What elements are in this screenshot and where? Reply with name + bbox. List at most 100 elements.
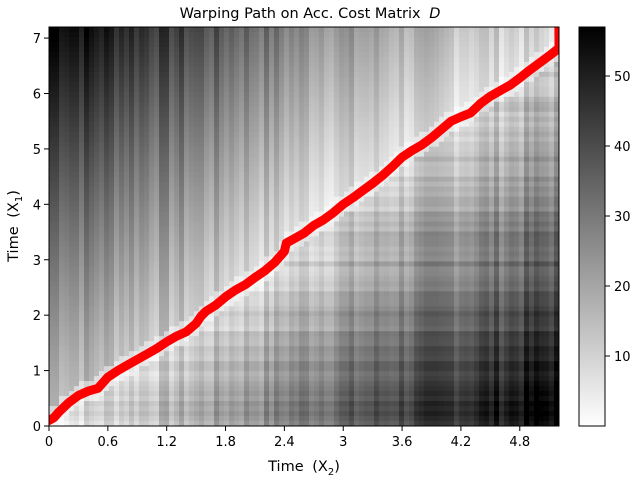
heatmap-cell	[379, 126, 385, 133]
heatmap-cell	[274, 56, 280, 63]
heatmap-cell	[154, 136, 160, 143]
heatmap-cell	[534, 211, 540, 218]
heatmap-cell	[529, 181, 535, 188]
heatmap-cell	[189, 86, 195, 93]
heatmap-cell	[524, 131, 530, 138]
heatmap-cell	[174, 166, 180, 173]
heatmap-cell	[364, 196, 370, 203]
heatmap-cell	[324, 76, 330, 83]
heatmap-cell	[389, 27, 395, 33]
heatmap-cell	[54, 186, 60, 193]
heatmap-cell	[124, 151, 130, 158]
heatmap-cell	[99, 151, 105, 158]
heatmap-cell	[144, 36, 150, 43]
heatmap-cell	[214, 131, 220, 138]
heatmap-cell	[159, 141, 165, 148]
heatmap-cell	[489, 71, 495, 78]
heatmap-cell	[269, 81, 275, 88]
heatmap-cell	[114, 216, 120, 223]
heatmap-cell	[204, 231, 210, 238]
heatmap-cell	[394, 201, 400, 208]
heatmap-cell	[154, 46, 160, 53]
heatmap-cell	[334, 176, 340, 183]
heatmap-cell	[134, 211, 140, 218]
heatmap-cell	[199, 111, 205, 118]
heatmap-cell	[349, 61, 355, 68]
heatmap-cell	[249, 86, 255, 93]
heatmap-cell	[504, 206, 510, 213]
heatmap-cell	[234, 36, 240, 43]
heatmap-cell	[329, 131, 335, 138]
heatmap-cell	[389, 211, 395, 218]
heatmap-cell	[59, 36, 65, 43]
heatmap-cell	[539, 111, 545, 118]
heatmap-cell	[304, 86, 310, 93]
heatmap-cell	[539, 261, 545, 267]
heatmap-cell	[379, 91, 385, 98]
heatmap-cell	[99, 196, 105, 203]
heatmap-cell	[529, 261, 535, 267]
heatmap-cell	[464, 91, 470, 98]
heatmap-cell	[169, 161, 175, 168]
heatmap-cell	[264, 36, 270, 43]
heatmap-cell	[54, 141, 60, 148]
heatmap-cell	[164, 241, 170, 248]
heatmap-cell	[464, 31, 470, 38]
heatmap-cell	[124, 131, 130, 138]
heatmap-cell	[54, 206, 60, 213]
heatmap-cell	[239, 251, 245, 258]
heatmap-cell	[474, 141, 480, 148]
heatmap-cell	[114, 181, 120, 188]
heatmap-cell	[169, 171, 175, 178]
heatmap-cell	[414, 36, 420, 43]
heatmap-cell	[469, 211, 475, 218]
heatmap-cell	[144, 171, 150, 178]
heatmap-cell	[179, 146, 185, 153]
heatmap-cell	[99, 266, 105, 272]
heatmap-cell	[219, 126, 225, 133]
heatmap-cell	[149, 206, 155, 213]
heatmap-cell	[424, 61, 430, 68]
heatmap-cell	[194, 111, 200, 118]
heatmap-cell	[64, 206, 70, 213]
heatmap-cell	[229, 216, 235, 223]
heatmap-cell	[149, 181, 155, 188]
heatmap-cell	[504, 161, 510, 168]
heatmap-cell	[229, 201, 235, 208]
heatmap-cell	[209, 236, 215, 243]
heatmap-cell	[494, 27, 500, 33]
heatmap-cell	[104, 191, 110, 198]
heatmap-cell	[424, 76, 430, 83]
heatmap-cell	[289, 256, 295, 263]
heatmap-cell	[549, 156, 555, 163]
heatmap-cell	[364, 191, 370, 198]
heatmap-cell	[469, 171, 475, 178]
heatmap-cell	[339, 261, 345, 267]
heatmap-cell	[419, 61, 425, 68]
heatmap-cell	[514, 96, 520, 103]
heatmap-cell	[454, 251, 460, 258]
heatmap-cell	[329, 231, 335, 238]
heatmap-cell	[109, 266, 115, 272]
heatmap-cell	[324, 41, 330, 48]
heatmap-cell	[349, 81, 355, 88]
heatmap-cell	[264, 131, 270, 138]
heatmap-cell	[374, 261, 380, 267]
heatmap-cell	[439, 186, 445, 193]
heatmap-cell	[79, 211, 85, 218]
heatmap-cell	[269, 131, 275, 138]
heatmap-cell	[259, 146, 265, 153]
heatmap-cell	[169, 166, 175, 173]
heatmap-cell	[119, 256, 125, 263]
heatmap-cell	[364, 201, 370, 208]
heatmap-cell	[404, 136, 410, 143]
heatmap-cell	[379, 151, 385, 158]
heatmap-cell	[494, 36, 500, 43]
heatmap-cell	[409, 101, 415, 108]
heatmap-cell	[334, 61, 340, 68]
heatmap-cell	[319, 251, 325, 258]
heatmap-cell	[439, 206, 445, 213]
heatmap-cell	[99, 41, 105, 48]
heatmap-cell	[554, 166, 559, 173]
heatmap-cell	[254, 61, 260, 68]
